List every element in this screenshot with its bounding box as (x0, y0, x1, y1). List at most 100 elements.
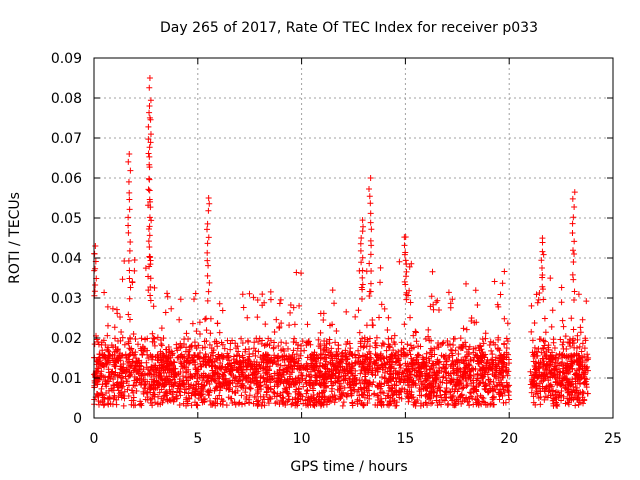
data-point (549, 388, 556, 395)
data-point (547, 369, 554, 376)
data-point (147, 97, 154, 104)
data-point (246, 376, 253, 383)
plot-frame (93, 57, 614, 419)
data-point (186, 395, 193, 402)
data-point (549, 307, 556, 314)
data-point (379, 366, 386, 373)
data-point (166, 360, 173, 367)
data-point (274, 383, 281, 390)
data-point (547, 392, 554, 399)
data-point (382, 375, 389, 382)
data-point (127, 284, 134, 291)
data-point (360, 223, 367, 230)
data-point (267, 288, 274, 295)
data-point (335, 396, 342, 403)
data-point (333, 366, 340, 373)
data-point (558, 387, 565, 394)
data-point (407, 299, 414, 306)
data-point (100, 355, 107, 362)
data-point (415, 376, 422, 383)
data-point (303, 387, 310, 394)
data-point (445, 372, 452, 379)
data-point (215, 353, 222, 360)
data-point (191, 386, 198, 393)
data-point (543, 384, 550, 391)
data-point (158, 359, 165, 366)
data-point (219, 363, 226, 370)
data-point (271, 328, 278, 335)
data-point (331, 300, 338, 307)
data-point (291, 353, 298, 360)
data-point (533, 382, 540, 389)
x-axis-label: GPS time / hours (290, 459, 407, 475)
data-point (219, 398, 226, 405)
data-point (202, 351, 209, 358)
data-point (501, 341, 508, 348)
data-point (285, 396, 292, 403)
data-point (485, 389, 492, 396)
data-point (575, 291, 582, 298)
data-point (146, 84, 153, 91)
data-point (317, 345, 324, 352)
data-point (182, 348, 189, 355)
data-point (312, 380, 319, 387)
data-point (381, 380, 388, 387)
data-point (425, 355, 432, 362)
data-point (317, 329, 324, 336)
data-point (344, 364, 351, 371)
data-point (377, 279, 384, 286)
data-point (277, 371, 284, 378)
data-point (492, 341, 499, 348)
data-point (210, 400, 217, 407)
data-point (538, 257, 545, 264)
data-point (146, 223, 153, 230)
data-point (296, 379, 303, 386)
data-point (304, 362, 311, 369)
data-point (504, 338, 511, 345)
data-point (146, 196, 153, 203)
data-point (290, 338, 297, 345)
data-point (552, 378, 559, 385)
data-point (296, 366, 303, 373)
data-point (160, 354, 167, 361)
data-point (201, 395, 208, 402)
data-point (562, 375, 569, 382)
data-point (335, 363, 342, 370)
data-point (394, 352, 401, 359)
data-point (583, 298, 590, 305)
data-point (384, 327, 391, 334)
data-point (295, 386, 302, 393)
data-point (423, 350, 430, 357)
data-point (219, 341, 226, 348)
data-point (551, 370, 558, 377)
data-point (298, 371, 305, 378)
data-point (571, 203, 578, 210)
data-point (329, 287, 336, 294)
data-point (487, 338, 494, 345)
data-point (448, 361, 455, 368)
data-point (539, 235, 546, 242)
data-point (201, 316, 208, 323)
data-point (126, 196, 133, 203)
data-point (360, 365, 367, 372)
data-point (569, 230, 576, 237)
data-point (114, 310, 121, 317)
data-point (247, 385, 254, 392)
data-point (133, 368, 140, 375)
data-point (170, 365, 177, 372)
data-point (545, 346, 552, 353)
data-point (97, 399, 104, 406)
data-point (281, 385, 288, 392)
data-point (205, 262, 212, 269)
data-point (470, 383, 477, 390)
data-point (210, 352, 217, 359)
data-point (570, 326, 577, 333)
data-point (293, 339, 300, 346)
data-point (190, 296, 197, 303)
data-point (578, 348, 585, 355)
data-point (216, 300, 223, 307)
data-point (287, 309, 294, 316)
data-point (239, 339, 246, 346)
data-point (581, 369, 588, 376)
